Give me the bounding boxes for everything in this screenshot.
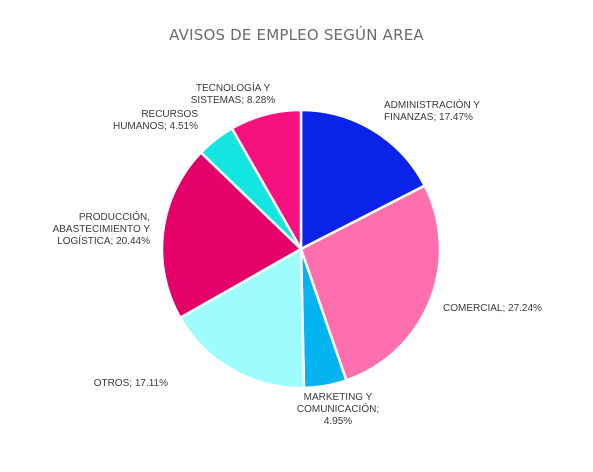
slice-label: TECNOLOGÍA Y SISTEMAS; 8.28% [191, 81, 276, 106]
slice-label: PRODUCCIÓN, ABASTECIMIENTO Y LOGÍSTICA; 20… [53, 210, 151, 247]
slice-label: RECURSOS HUMANOS; 4.51% [113, 109, 198, 132]
slice-label: ADMINISTRACIÓN Y FINANZAS; 17.47% [384, 98, 480, 123]
slice-label-line: OTROS; 17.11% [94, 378, 168, 389]
pie-slice [160, 151, 303, 319]
slice-label-line: TECNOLOGÍA Y [196, 81, 271, 94]
slice-label-line: SISTEMAS; 8.28% [191, 95, 276, 106]
pie-slice [178, 247, 306, 390]
slice-label-line: COMUNICACIÓN; [297, 402, 379, 415]
slice-label: COMERCIAL; 27.24% [443, 303, 542, 314]
slice-label-line: HUMANOS; 4.51% [113, 121, 198, 132]
chart-title: AVISOS DE EMPLEO SEGÚN AREA [169, 26, 424, 44]
slice-label-line: ADMINISTRACIÓN Y [384, 98, 480, 111]
slice-label-line: PRODUCCIÓN, [79, 210, 150, 223]
slice-label-line: FINANZAS; 17.47% [384, 112, 473, 123]
slice-label-line: 4.95% [324, 416, 352, 427]
pie-slice [299, 184, 442, 382]
slice-label: MARKETING Y COMUNICACIÓN; 4.95% [297, 392, 379, 427]
slice-label-line: MARKETING Y [304, 392, 373, 403]
slice-label-line: COMERCIAL; 27.24% [443, 303, 542, 314]
slice-label-line: ABASTECIMIENTO Y [53, 224, 151, 235]
pie-slice [230, 108, 303, 251]
pie-slice [299, 108, 426, 251]
slice-label-line: LOGÍSTICA; 20.44% [57, 234, 150, 247]
slice-label: OTROS; 17.11% [94, 378, 168, 389]
slice-label-line: RECURSOS [141, 109, 198, 120]
